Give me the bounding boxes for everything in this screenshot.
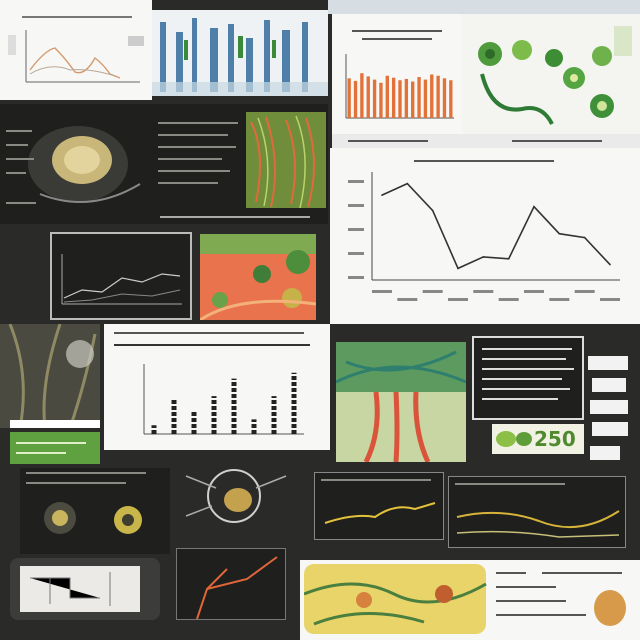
bar [398,80,402,118]
x-tick-mark [448,298,468,301]
bar [423,79,428,118]
panel-olive-badge: 250 [492,424,584,454]
x-tick-mark [574,290,595,293]
panel-center-seed-diagram [176,456,296,536]
cells-art [200,234,316,320]
panel-lower-left-diagram [20,468,170,554]
panel-yellow-line-b [448,476,626,548]
bottom-illustration-art [304,564,487,634]
bar [417,77,421,118]
device-screen-art [20,566,140,612]
panel-dot-column-chart [104,324,330,450]
bar [430,74,434,118]
x-tick-mark [422,290,443,293]
botanical-art [462,14,640,134]
line-point [583,236,586,239]
small-line-chart [25,30,140,83]
x-tick-mark [549,298,570,301]
panel-blue-columns [152,10,328,96]
panel-bottom-illustration [300,560,640,640]
line-point [482,256,485,258]
panel-right-label-stack [588,356,640,476]
panel-dark-nut-illustration [0,104,152,224]
panel-orange-cells [200,234,316,320]
bar [379,82,383,118]
bar [360,73,364,118]
olive-badge-number: 250 [534,427,576,451]
line-point [507,257,510,260]
x-tick-mark [524,290,544,293]
panel-tree-illustration [0,324,100,428]
seed-diagram-art [185,469,287,523]
line-point [431,209,434,212]
panel-dark-text-right [472,336,584,420]
bar [436,75,440,118]
panel-green-label [10,432,100,464]
lower-left-art [44,502,142,534]
bar [347,78,351,118]
bar [449,80,453,118]
panel-orange-branch-chart [176,548,286,620]
panel-dark-frame-chart [50,232,192,320]
columns-art [152,10,328,96]
orange-bar-chart [345,54,454,119]
bar [442,78,447,118]
bar [366,76,370,118]
yellow-line-b-chart [456,510,620,538]
panel-caption-strip [332,134,640,148]
x-tick-mark [498,298,519,301]
frame-chart [61,254,182,305]
panel-main-line-chart [330,148,640,324]
orange-branch-art [196,556,278,619]
panel-orange-bar-chart [332,14,462,134]
y-tick-mark [348,276,364,279]
bar [385,75,389,118]
bar [404,78,409,118]
panel-top-right-strip [328,0,640,14]
main-line-chart [348,172,620,301]
panel-small-line-chart [0,0,152,100]
line-point [457,267,459,270]
x-tick-mark [397,298,418,301]
bar [372,79,377,118]
green-texture-art [246,112,326,208]
panel-roots-illustration [336,342,466,462]
bar [353,80,358,118]
x-tick-mark [473,290,494,293]
nut-art [28,126,141,203]
roots-art [336,342,466,462]
y-tick-mark [348,180,364,183]
bar [391,77,396,118]
y-tick-mark [348,252,364,255]
line-point [381,194,383,196]
corner-leaf-art [594,590,626,626]
panel-green-botanical [462,14,640,134]
yellow-line-a-chart [324,502,436,524]
line-point [609,263,611,266]
x-tick-mark [600,298,620,301]
tree-art [0,324,100,428]
y-tick-mark [348,228,364,231]
panel-device-screen [10,558,160,620]
panel-dark-text-block [152,104,328,224]
bar [411,81,415,118]
x-tick-mark [372,290,392,293]
dot-column-chart [143,364,304,435]
line-series [381,182,611,270]
y-tick-mark [348,204,364,207]
line-point [406,182,409,185]
line-point [533,205,535,208]
panel-yellow-line-a [314,472,444,540]
olive-badge-art [496,431,532,447]
line-point [558,232,561,235]
